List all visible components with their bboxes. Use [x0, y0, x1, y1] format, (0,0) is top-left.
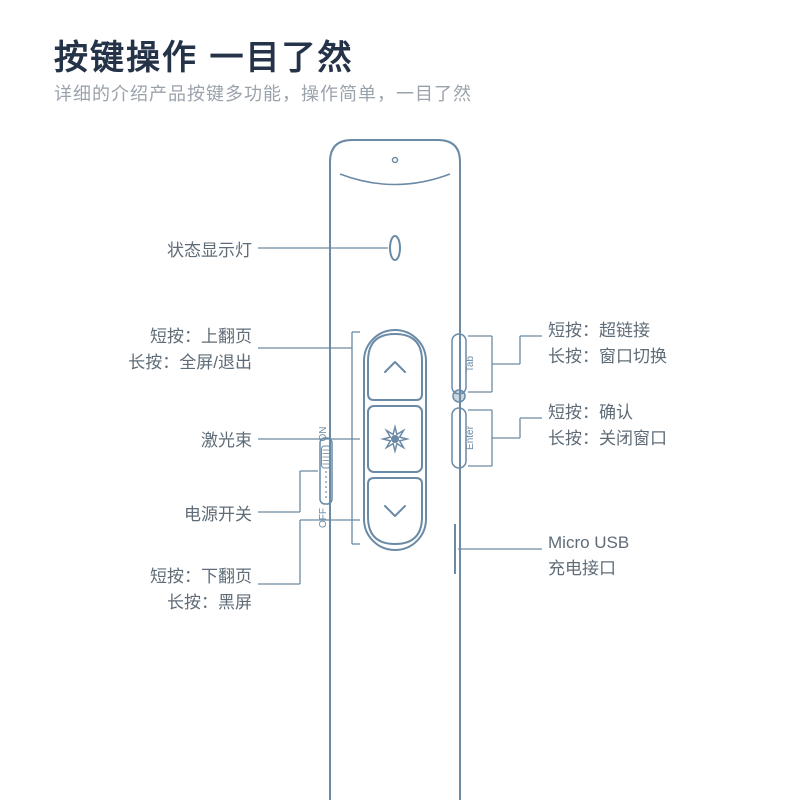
callout-usb: Micro USB充电接口: [548, 530, 629, 583]
callout-up: 短按：上翻页长按：全屏/退出: [128, 324, 252, 377]
callout-enter: 短按：确认长按：关闭窗口: [548, 400, 667, 453]
callout-tab: 短按：超链接长按：窗口切换: [548, 318, 667, 371]
svg-text:Enter: Enter: [465, 425, 476, 450]
svg-text:Tab: Tab: [465, 356, 476, 373]
callout-laser: 激光束: [201, 428, 252, 454]
callout-down: 短按：下翻页长按：黑屏: [150, 564, 252, 617]
callout-led: 状态显示灯: [167, 238, 252, 264]
svg-text:OFF: OFF: [318, 508, 329, 528]
product-diagram: TabEnterONOFF: [0, 0, 800, 800]
callout-power: 电源开关: [184, 502, 252, 528]
